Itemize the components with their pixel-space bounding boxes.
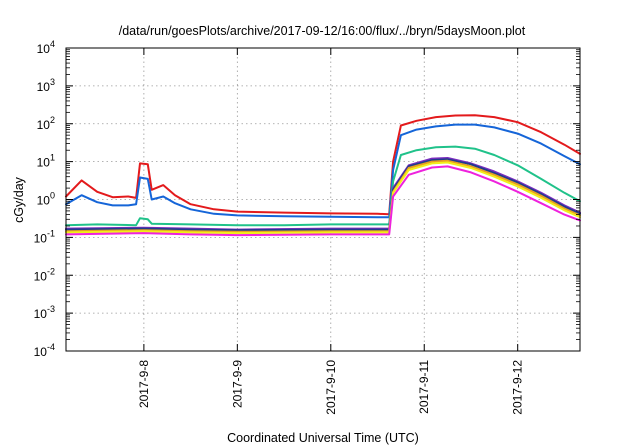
y-tick-label: 10-3: [34, 304, 55, 321]
x-tick-label: 2017-9-9: [230, 360, 244, 408]
axis-ticks: [66, 47, 580, 352]
y-tick-label: 104: [37, 39, 55, 56]
series-line-5: [65, 158, 581, 232]
x-tick-label: 2017-9-8: [137, 360, 151, 408]
x-axis-label: Coordinated Universal Time (UTC): [227, 431, 419, 445]
x-tick-label: 2017-9-11: [417, 360, 431, 414]
y-tick-label: 101: [37, 153, 55, 170]
y-tick-label: 10-4: [34, 342, 55, 359]
y-tick-label: 103: [37, 77, 55, 94]
x-tick-label: 2017-9-12: [511, 360, 525, 415]
series-group: [65, 114, 581, 237]
grid: [66, 48, 580, 351]
y-tick-labels: 104 103 102 101 100 10-1 10-2 10-3 10-4: [34, 39, 55, 359]
y-tick-label: 10-2: [34, 266, 55, 283]
series-line-1: [65, 114, 581, 216]
y-axis-label: cGy/day: [12, 176, 26, 223]
series-line-7: [65, 161, 581, 235]
series-line-8: [65, 165, 581, 237]
y-tick-label: 10-1: [34, 228, 55, 245]
y-tick-label: 102: [37, 115, 55, 132]
x-tick-label: 2017-9-10: [324, 360, 338, 415]
series-line-6: [65, 159, 581, 233]
chart-title: /data/run/goesPlots/archive/2017-09-12/1…: [119, 24, 526, 38]
x-tick-labels: 2017-9-8 2017-9-9 2017-9-10 2017-9-11 2017-9…: [137, 360, 525, 415]
y-tick-label: 100: [37, 191, 55, 208]
series-line-2: [65, 123, 581, 219]
